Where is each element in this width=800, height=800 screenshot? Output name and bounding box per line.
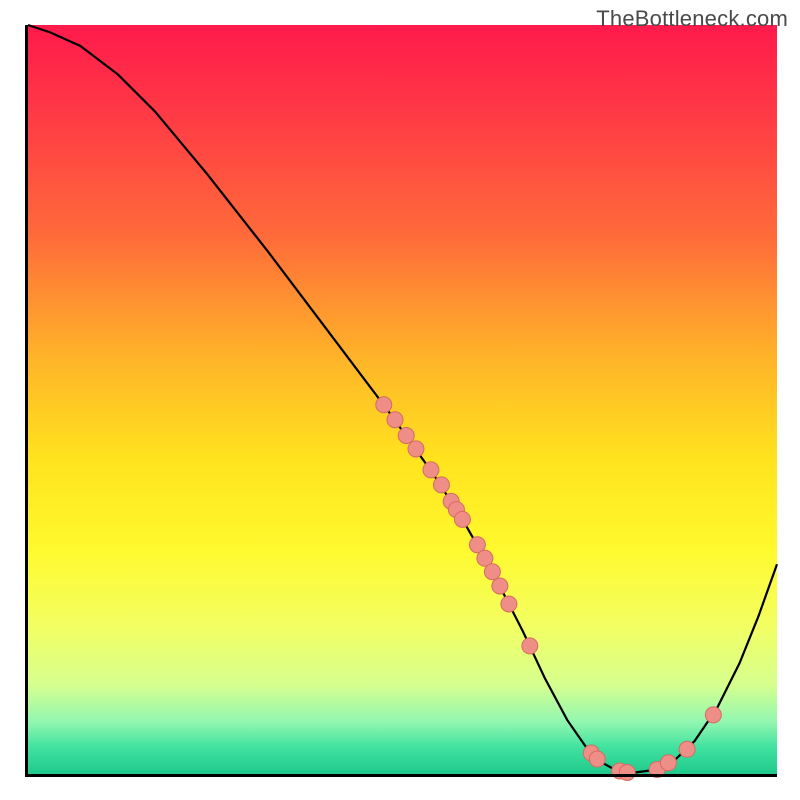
chart-root: TheBottleneck.com bbox=[0, 0, 800, 800]
data-point bbox=[660, 755, 676, 771]
data-point bbox=[492, 578, 508, 594]
data-point bbox=[522, 638, 538, 654]
chart-svg bbox=[28, 25, 777, 774]
data-point bbox=[705, 707, 721, 723]
data-point bbox=[376, 397, 392, 413]
scatter-group bbox=[376, 397, 722, 781]
curve-line bbox=[28, 25, 777, 773]
data-point bbox=[387, 412, 403, 428]
data-point bbox=[589, 751, 605, 767]
data-point bbox=[423, 462, 439, 478]
data-point bbox=[398, 427, 414, 443]
plot-area bbox=[28, 25, 777, 774]
data-point bbox=[484, 564, 500, 580]
data-point bbox=[454, 511, 470, 527]
data-point bbox=[433, 477, 449, 493]
data-point bbox=[619, 765, 635, 781]
data-point bbox=[501, 596, 517, 612]
data-point bbox=[679, 741, 695, 757]
watermark-text: TheBottleneck.com bbox=[596, 6, 788, 32]
data-point bbox=[408, 441, 424, 457]
